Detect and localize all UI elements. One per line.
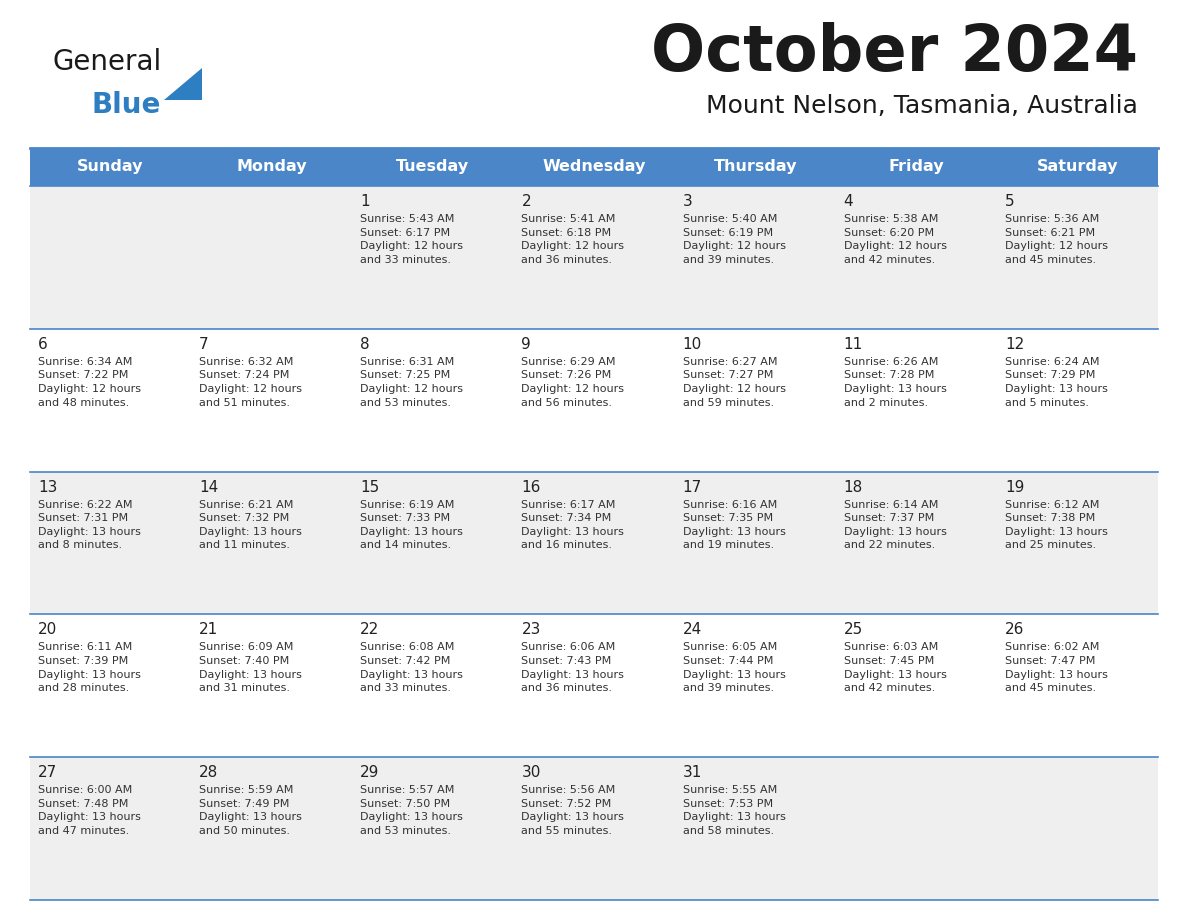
Text: 16: 16 <box>522 479 541 495</box>
Text: Sunrise: 6:32 AM
Sunset: 7:24 PM
Daylight: 12 hours
and 51 minutes.: Sunrise: 6:32 AM Sunset: 7:24 PM Dayligh… <box>200 357 302 408</box>
Text: Sunrise: 5:38 AM
Sunset: 6:20 PM
Daylight: 12 hours
and 42 minutes.: Sunrise: 5:38 AM Sunset: 6:20 PM Dayligh… <box>843 214 947 264</box>
Text: Sunrise: 6:12 AM
Sunset: 7:38 PM
Daylight: 13 hours
and 25 minutes.: Sunrise: 6:12 AM Sunset: 7:38 PM Dayligh… <box>1005 499 1107 551</box>
Bar <box>30 148 1158 186</box>
Text: Sunrise: 6:11 AM
Sunset: 7:39 PM
Daylight: 13 hours
and 28 minutes.: Sunrise: 6:11 AM Sunset: 7:39 PM Dayligh… <box>38 643 141 693</box>
Text: 26: 26 <box>1005 622 1024 637</box>
Text: Tuesday: Tuesday <box>397 160 469 174</box>
Text: 27: 27 <box>38 766 57 780</box>
Text: 30: 30 <box>522 766 541 780</box>
Text: 18: 18 <box>843 479 862 495</box>
Text: Blue: Blue <box>91 91 162 119</box>
Text: Sunrise: 6:27 AM
Sunset: 7:27 PM
Daylight: 12 hours
and 59 minutes.: Sunrise: 6:27 AM Sunset: 7:27 PM Dayligh… <box>683 357 785 408</box>
Text: 4: 4 <box>843 194 853 209</box>
Text: 21: 21 <box>200 622 219 637</box>
Text: 15: 15 <box>360 479 379 495</box>
Text: Sunrise: 6:05 AM
Sunset: 7:44 PM
Daylight: 13 hours
and 39 minutes.: Sunrise: 6:05 AM Sunset: 7:44 PM Dayligh… <box>683 643 785 693</box>
Text: Sunrise: 6:09 AM
Sunset: 7:40 PM
Daylight: 13 hours
and 31 minutes.: Sunrise: 6:09 AM Sunset: 7:40 PM Dayligh… <box>200 643 302 693</box>
Text: 24: 24 <box>683 622 702 637</box>
Text: Sunrise: 5:57 AM
Sunset: 7:50 PM
Daylight: 13 hours
and 53 minutes.: Sunrise: 5:57 AM Sunset: 7:50 PM Dayligh… <box>360 785 463 836</box>
Text: 1: 1 <box>360 194 369 209</box>
Text: Sunrise: 5:41 AM
Sunset: 6:18 PM
Daylight: 12 hours
and 36 minutes.: Sunrise: 5:41 AM Sunset: 6:18 PM Dayligh… <box>522 214 625 264</box>
Text: 25: 25 <box>843 622 862 637</box>
Text: 29: 29 <box>360 766 380 780</box>
Text: 8: 8 <box>360 337 369 352</box>
Text: Sunrise: 6:21 AM
Sunset: 7:32 PM
Daylight: 13 hours
and 11 minutes.: Sunrise: 6:21 AM Sunset: 7:32 PM Dayligh… <box>200 499 302 551</box>
Text: Sunrise: 6:26 AM
Sunset: 7:28 PM
Daylight: 13 hours
and 2 minutes.: Sunrise: 6:26 AM Sunset: 7:28 PM Dayligh… <box>843 357 947 408</box>
Text: General: General <box>52 48 162 76</box>
Polygon shape <box>164 68 202 100</box>
Text: Sunrise: 5:43 AM
Sunset: 6:17 PM
Daylight: 12 hours
and 33 minutes.: Sunrise: 5:43 AM Sunset: 6:17 PM Dayligh… <box>360 214 463 264</box>
Text: 3: 3 <box>683 194 693 209</box>
Text: 12: 12 <box>1005 337 1024 352</box>
Text: Saturday: Saturday <box>1037 160 1118 174</box>
Text: Sunrise: 6:08 AM
Sunset: 7:42 PM
Daylight: 13 hours
and 33 minutes.: Sunrise: 6:08 AM Sunset: 7:42 PM Dayligh… <box>360 643 463 693</box>
Text: Sunrise: 6:19 AM
Sunset: 7:33 PM
Daylight: 13 hours
and 14 minutes.: Sunrise: 6:19 AM Sunset: 7:33 PM Dayligh… <box>360 499 463 551</box>
Text: 17: 17 <box>683 479 702 495</box>
Text: Sunrise: 6:34 AM
Sunset: 7:22 PM
Daylight: 12 hours
and 48 minutes.: Sunrise: 6:34 AM Sunset: 7:22 PM Dayligh… <box>38 357 141 408</box>
Text: October 2024: October 2024 <box>651 22 1138 84</box>
Text: Friday: Friday <box>889 160 944 174</box>
Text: Sunrise: 6:22 AM
Sunset: 7:31 PM
Daylight: 13 hours
and 8 minutes.: Sunrise: 6:22 AM Sunset: 7:31 PM Dayligh… <box>38 499 141 551</box>
Text: Sunrise: 6:14 AM
Sunset: 7:37 PM
Daylight: 13 hours
and 22 minutes.: Sunrise: 6:14 AM Sunset: 7:37 PM Dayligh… <box>843 499 947 551</box>
Text: Sunrise: 6:02 AM
Sunset: 7:47 PM
Daylight: 13 hours
and 45 minutes.: Sunrise: 6:02 AM Sunset: 7:47 PM Dayligh… <box>1005 643 1107 693</box>
Text: Sunrise: 6:06 AM
Sunset: 7:43 PM
Daylight: 13 hours
and 36 minutes.: Sunrise: 6:06 AM Sunset: 7:43 PM Dayligh… <box>522 643 625 693</box>
Text: Sunrise: 5:55 AM
Sunset: 7:53 PM
Daylight: 13 hours
and 58 minutes.: Sunrise: 5:55 AM Sunset: 7:53 PM Dayligh… <box>683 785 785 836</box>
Text: 11: 11 <box>843 337 862 352</box>
Text: 20: 20 <box>38 622 57 637</box>
Text: Monday: Monday <box>236 160 307 174</box>
Text: 10: 10 <box>683 337 702 352</box>
Text: Sunrise: 6:16 AM
Sunset: 7:35 PM
Daylight: 13 hours
and 19 minutes.: Sunrise: 6:16 AM Sunset: 7:35 PM Dayligh… <box>683 499 785 551</box>
Text: 14: 14 <box>200 479 219 495</box>
Text: Sunrise: 6:24 AM
Sunset: 7:29 PM
Daylight: 13 hours
and 5 minutes.: Sunrise: 6:24 AM Sunset: 7:29 PM Dayligh… <box>1005 357 1107 408</box>
Text: 28: 28 <box>200 766 219 780</box>
Text: 23: 23 <box>522 622 541 637</box>
Text: 6: 6 <box>38 337 48 352</box>
Text: Sunrise: 6:17 AM
Sunset: 7:34 PM
Daylight: 13 hours
and 16 minutes.: Sunrise: 6:17 AM Sunset: 7:34 PM Dayligh… <box>522 499 625 551</box>
Text: Sunrise: 6:00 AM
Sunset: 7:48 PM
Daylight: 13 hours
and 47 minutes.: Sunrise: 6:00 AM Sunset: 7:48 PM Dayligh… <box>38 785 141 836</box>
Text: Thursday: Thursday <box>713 160 797 174</box>
Bar <box>30 472 1158 614</box>
Text: Sunrise: 6:29 AM
Sunset: 7:26 PM
Daylight: 12 hours
and 56 minutes.: Sunrise: 6:29 AM Sunset: 7:26 PM Dayligh… <box>522 357 625 408</box>
Text: 22: 22 <box>360 622 379 637</box>
Text: 9: 9 <box>522 337 531 352</box>
Text: Sunrise: 5:56 AM
Sunset: 7:52 PM
Daylight: 13 hours
and 55 minutes.: Sunrise: 5:56 AM Sunset: 7:52 PM Dayligh… <box>522 785 625 836</box>
Text: 7: 7 <box>200 337 209 352</box>
Bar <box>30 329 1158 472</box>
Bar <box>30 186 1158 329</box>
Text: Sunrise: 5:40 AM
Sunset: 6:19 PM
Daylight: 12 hours
and 39 minutes.: Sunrise: 5:40 AM Sunset: 6:19 PM Dayligh… <box>683 214 785 264</box>
Text: 19: 19 <box>1005 479 1024 495</box>
Text: 2: 2 <box>522 194 531 209</box>
Text: 31: 31 <box>683 766 702 780</box>
Text: Mount Nelson, Tasmania, Australia: Mount Nelson, Tasmania, Australia <box>706 94 1138 118</box>
Text: Sunrise: 6:03 AM
Sunset: 7:45 PM
Daylight: 13 hours
and 42 minutes.: Sunrise: 6:03 AM Sunset: 7:45 PM Dayligh… <box>843 643 947 693</box>
Text: Sunday: Sunday <box>77 160 144 174</box>
Text: Sunrise: 6:31 AM
Sunset: 7:25 PM
Daylight: 12 hours
and 53 minutes.: Sunrise: 6:31 AM Sunset: 7:25 PM Dayligh… <box>360 357 463 408</box>
Bar <box>30 757 1158 900</box>
Text: Wednesday: Wednesday <box>542 160 646 174</box>
Text: Sunrise: 5:59 AM
Sunset: 7:49 PM
Daylight: 13 hours
and 50 minutes.: Sunrise: 5:59 AM Sunset: 7:49 PM Dayligh… <box>200 785 302 836</box>
Text: Sunrise: 5:36 AM
Sunset: 6:21 PM
Daylight: 12 hours
and 45 minutes.: Sunrise: 5:36 AM Sunset: 6:21 PM Dayligh… <box>1005 214 1108 264</box>
Text: 13: 13 <box>38 479 57 495</box>
Text: 5: 5 <box>1005 194 1015 209</box>
Bar <box>30 614 1158 757</box>
